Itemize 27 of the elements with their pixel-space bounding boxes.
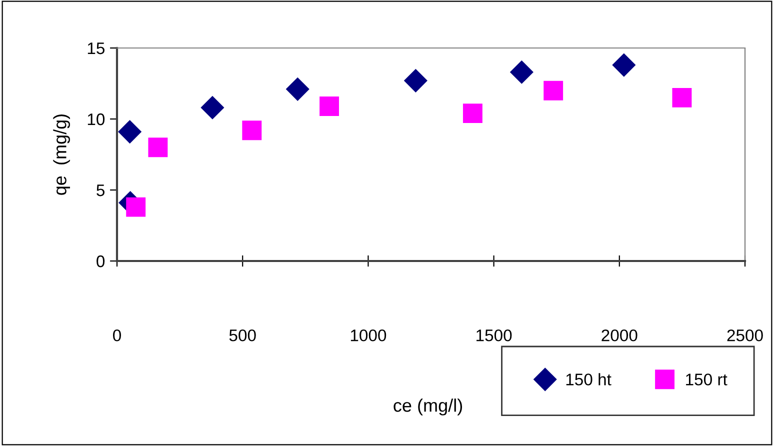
point xyxy=(672,88,692,108)
y-tick-label: 10 xyxy=(88,113,105,126)
point xyxy=(510,60,534,84)
x-tick-label: 2000 xyxy=(602,329,638,342)
point xyxy=(404,69,428,92)
x-axis-title: ce (mg/l) xyxy=(394,398,462,416)
x-tick-label: 0 xyxy=(113,329,121,342)
y-axis-title: qe (mg/g) xyxy=(53,114,70,195)
y-tick-label: 5 xyxy=(96,184,104,196)
point xyxy=(200,96,224,120)
x-tick-label: 1500 xyxy=(476,329,512,342)
x-tick-label: 2500 xyxy=(727,329,763,342)
point xyxy=(148,138,168,158)
point xyxy=(320,96,339,116)
point xyxy=(126,197,146,217)
x-tick-label: 1000 xyxy=(350,329,386,342)
point xyxy=(242,120,262,140)
point xyxy=(612,54,636,77)
y-tick-label: 0 xyxy=(96,255,105,268)
legend-label: 150 rt xyxy=(686,374,728,386)
point xyxy=(462,104,482,124)
x-tick-label: 500 xyxy=(229,329,256,342)
y-tick-label: 15 xyxy=(88,42,104,54)
point xyxy=(544,80,564,100)
legend-label: 150 ht xyxy=(566,373,612,386)
point xyxy=(286,78,310,101)
point xyxy=(118,120,142,144)
